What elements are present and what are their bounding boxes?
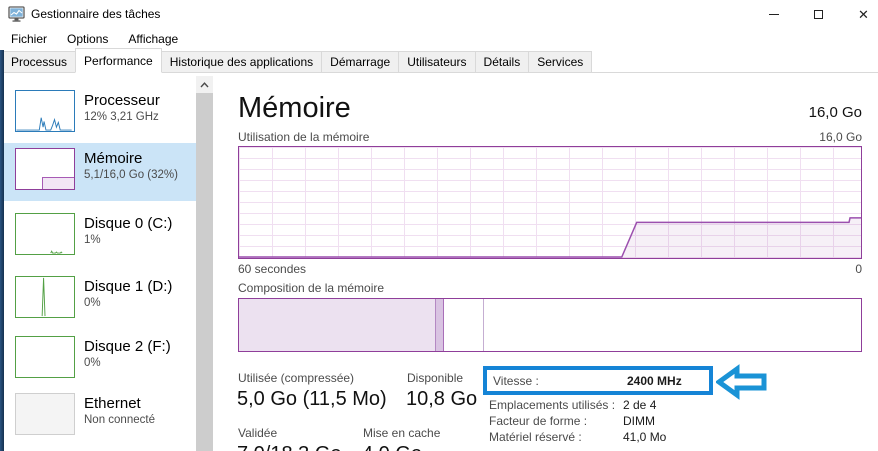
minimize-button[interactable] bbox=[751, 0, 796, 28]
composition-segment-modified bbox=[436, 299, 445, 351]
sidebar-sub: 5,1/16,0 Go (32%) bbox=[84, 169, 178, 181]
composition-segment-standby bbox=[444, 299, 485, 351]
sidebar-sub: 12% 3,21 GHz bbox=[84, 111, 159, 123]
cpu-mini-chart bbox=[15, 90, 75, 132]
left-window-edge bbox=[0, 50, 4, 451]
tab-strip: Processus Performance Historique des app… bbox=[0, 48, 878, 73]
slots-value: 2 de 4 bbox=[623, 398, 657, 412]
hardware-reserved-value: 41,0 Mo bbox=[623, 430, 667, 444]
sidebar-label: Mémoire bbox=[84, 150, 143, 167]
tab-processus[interactable]: Processus bbox=[2, 51, 77, 73]
memory-composition-chart bbox=[238, 298, 862, 352]
composition-chart-label: Composition de la mémoire bbox=[238, 281, 385, 295]
sidebar-label: Processeur bbox=[84, 92, 160, 109]
sidebar-item-disque2[interactable]: Disque 2 (F:) 0% bbox=[4, 331, 196, 389]
cached-label: Mise en cache bbox=[363, 426, 441, 440]
sidebar-label: Disque 0 (C:) bbox=[84, 215, 173, 232]
composition-segment-in-use bbox=[239, 299, 437, 351]
disk2-mini-chart bbox=[15, 336, 75, 378]
tab-performance[interactable]: Performance bbox=[75, 48, 162, 73]
task-manager-icon bbox=[8, 6, 25, 22]
annotation-arrow-left-icon bbox=[716, 364, 767, 400]
memory-mini-area bbox=[42, 177, 74, 189]
maximize-icon bbox=[814, 9, 823, 19]
usage-chart-label: Utilisation de la mémoire bbox=[238, 130, 370, 144]
sidebar-item-disque0[interactable]: Disque 0 (C:) 1% bbox=[4, 208, 196, 266]
menu-affichage[interactable]: Affichage bbox=[128, 32, 179, 46]
scrollbar-up-button[interactable] bbox=[196, 76, 213, 93]
speed-label: Vitesse : bbox=[493, 374, 539, 388]
sidebar-item-disque1[interactable]: Disque 1 (D:) 0% bbox=[4, 271, 196, 329]
ethernet-mini-chart bbox=[15, 393, 75, 435]
sidebar-sub: 1% bbox=[84, 234, 101, 246]
usage-x-axis-left: 60 secondes bbox=[238, 262, 307, 276]
form-factor-value: DIMM bbox=[623, 414, 655, 428]
menu-bar: Fichier Options Affichage bbox=[0, 28, 878, 50]
window-title: Gestionnaire des tâches bbox=[31, 7, 161, 21]
menu-options[interactable]: Options bbox=[67, 32, 109, 46]
tab-utilisateurs[interactable]: Utilisateurs bbox=[398, 51, 476, 73]
page-title: Mémoire bbox=[238, 92, 351, 124]
minimize-icon bbox=[768, 13, 779, 15]
tab-details[interactable]: Détails bbox=[474, 51, 530, 73]
committed-label: Validée bbox=[238, 426, 278, 440]
hardware-reserved-label: Matériel réservé : bbox=[489, 430, 582, 444]
maximize-button[interactable] bbox=[796, 0, 841, 28]
usage-x-axis-right: 0 bbox=[855, 262, 862, 276]
disk1-mini-chart bbox=[15, 276, 75, 318]
disk0-mini-chart bbox=[15, 213, 75, 255]
slots-label: Emplacements utilisés : bbox=[489, 398, 616, 412]
sidebar-item-memoire[interactable]: Mémoire 5,1/16,0 Go (32%) bbox=[4, 143, 196, 201]
sidebar-sub: 0% bbox=[84, 357, 101, 369]
usage-chart-max: 16,0 Go bbox=[819, 130, 862, 144]
close-button[interactable]: ✕ bbox=[841, 0, 878, 28]
chevron-up-icon bbox=[200, 81, 209, 87]
sidebar-sub: 0% bbox=[84, 297, 101, 309]
available-label: Disponible bbox=[407, 371, 464, 385]
memory-mini-chart bbox=[15, 148, 75, 190]
sidebar-label: Ethernet bbox=[84, 395, 141, 412]
tab-historique-applications[interactable]: Historique des applications bbox=[160, 51, 323, 73]
composition-segment-free bbox=[484, 299, 861, 351]
used-label: Utilisée (compressée) bbox=[238, 371, 355, 385]
sidebar-label: Disque 1 (D:) bbox=[84, 278, 173, 295]
speed-highlight-box: Vitesse : 2400 MHz bbox=[483, 366, 713, 395]
form-factor-label: Facteur de forme : bbox=[489, 414, 588, 428]
performance-sidebar: Processeur 12% 3,21 GHz Mémoire 5,1/16,0… bbox=[4, 73, 196, 451]
sidebar-sub: Non connecté bbox=[84, 414, 155, 426]
sidebar-item-ethernet[interactable]: Ethernet Non connecté bbox=[4, 388, 196, 446]
cached-value: 4,0 Go bbox=[362, 443, 422, 451]
sidebar-scrollbar[interactable] bbox=[196, 76, 213, 451]
available-value: 10,8 Go bbox=[406, 388, 478, 410]
title-bar: Gestionnaire des tâches ✕ bbox=[0, 0, 878, 28]
sidebar-item-processeur[interactable]: Processeur 12% 3,21 GHz bbox=[4, 85, 196, 143]
sidebar-label: Disque 2 (F:) bbox=[84, 338, 171, 355]
scrollbar-thumb[interactable] bbox=[196, 93, 213, 451]
menu-fichier[interactable]: Fichier bbox=[11, 32, 48, 46]
tab-services[interactable]: Services bbox=[528, 51, 593, 73]
memory-usage-area bbox=[239, 217, 861, 258]
close-icon: ✕ bbox=[858, 6, 869, 22]
speed-value: 2400 MHz bbox=[627, 374, 682, 388]
memory-usage-chart bbox=[238, 146, 862, 259]
used-value: 5,0 Go (11,5 Mo) bbox=[237, 388, 387, 410]
tab-demarrage[interactable]: Démarrage bbox=[321, 51, 400, 73]
memory-capacity: 16,0 Go bbox=[808, 104, 862, 121]
committed-value: 7,0/18,3 Go bbox=[237, 443, 342, 451]
